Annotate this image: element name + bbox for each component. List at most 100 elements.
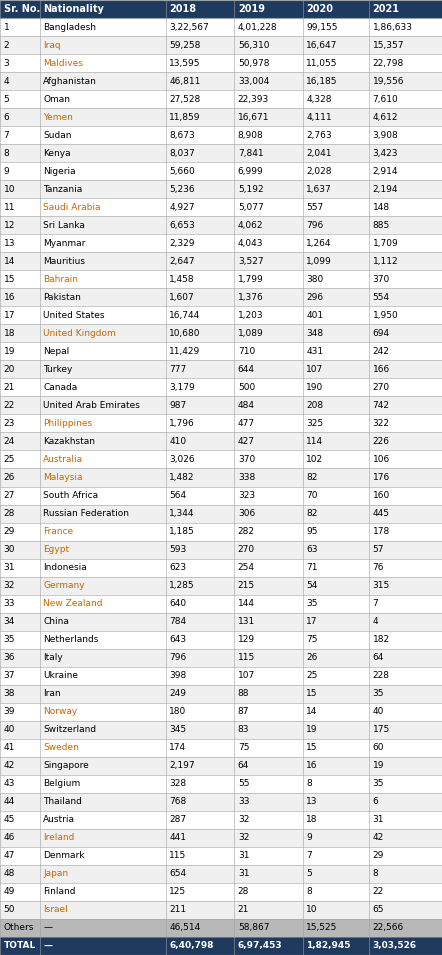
Text: 557: 557 <box>306 202 324 212</box>
Text: New Zealand: New Zealand <box>43 599 103 608</box>
Text: 338: 338 <box>238 473 255 482</box>
Text: 46,811: 46,811 <box>169 76 201 86</box>
Text: 13: 13 <box>4 239 15 247</box>
Text: 10,680: 10,680 <box>169 329 201 338</box>
Text: 36: 36 <box>4 653 15 662</box>
Text: 3: 3 <box>4 58 9 68</box>
Bar <box>0 504 442 522</box>
Text: 6,653: 6,653 <box>169 221 195 230</box>
Text: 2018: 2018 <box>169 4 196 14</box>
Text: 23: 23 <box>4 419 15 428</box>
Text: Denmark: Denmark <box>43 852 85 860</box>
Bar <box>0 613 442 630</box>
Text: Sri Lanka: Sri Lanka <box>43 221 85 230</box>
Text: 1,482: 1,482 <box>169 473 195 482</box>
Text: 215: 215 <box>238 581 255 590</box>
Text: 401: 401 <box>306 310 324 320</box>
Text: 114: 114 <box>306 437 324 446</box>
Text: 226: 226 <box>373 437 389 446</box>
Text: 166: 166 <box>373 365 390 374</box>
Text: 441: 441 <box>169 834 186 842</box>
Text: Iraq: Iraq <box>43 40 61 50</box>
Text: United Kingdom: United Kingdom <box>43 329 116 338</box>
Text: Others: Others <box>4 923 34 932</box>
Bar <box>0 108 442 126</box>
Bar <box>0 559 442 577</box>
Text: 1,796: 1,796 <box>169 419 195 428</box>
Text: 640: 640 <box>169 599 187 608</box>
Text: 15: 15 <box>306 690 318 698</box>
Bar <box>0 180 442 199</box>
Text: United States: United States <box>43 310 105 320</box>
Text: 1,86,633: 1,86,633 <box>373 23 412 32</box>
Text: 270: 270 <box>238 545 255 554</box>
Bar <box>0 72 442 90</box>
Text: 228: 228 <box>373 671 389 680</box>
Text: —: — <box>43 923 52 932</box>
Text: 477: 477 <box>238 419 255 428</box>
Text: 3,026: 3,026 <box>169 455 195 464</box>
Bar <box>0 541 442 559</box>
Text: 306: 306 <box>238 509 255 518</box>
Bar <box>0 883 442 901</box>
Text: 30: 30 <box>4 545 15 554</box>
Text: Kenya: Kenya <box>43 149 71 158</box>
Text: 87: 87 <box>238 708 249 716</box>
Text: 987: 987 <box>169 401 187 410</box>
Text: Israel: Israel <box>43 905 68 915</box>
Text: 5,192: 5,192 <box>238 184 263 194</box>
Text: 2,197: 2,197 <box>169 761 195 771</box>
Text: 2,194: 2,194 <box>373 184 398 194</box>
Bar <box>0 90 442 108</box>
Text: 64: 64 <box>373 653 384 662</box>
Text: Nigeria: Nigeria <box>43 167 76 176</box>
Text: 410: 410 <box>169 437 187 446</box>
Bar <box>0 451 442 469</box>
Text: 6,999: 6,999 <box>238 167 263 176</box>
Text: 777: 777 <box>169 365 187 374</box>
Text: 4,043: 4,043 <box>238 239 263 247</box>
Text: 9: 9 <box>4 167 9 176</box>
Text: 6: 6 <box>373 797 378 806</box>
Text: 5,236: 5,236 <box>169 184 195 194</box>
Text: 4,062: 4,062 <box>238 221 263 230</box>
Text: Netherlands: Netherlands <box>43 635 99 645</box>
Text: 564: 564 <box>169 491 187 500</box>
Bar <box>0 829 442 847</box>
Text: 4,328: 4,328 <box>306 95 332 103</box>
Bar <box>0 630 442 648</box>
Text: 1,709: 1,709 <box>373 239 398 247</box>
Text: 32: 32 <box>238 816 249 824</box>
Text: 11,055: 11,055 <box>306 58 338 68</box>
Text: 15: 15 <box>4 275 15 284</box>
Text: 15,357: 15,357 <box>373 40 404 50</box>
Text: 17: 17 <box>4 310 15 320</box>
Text: 593: 593 <box>169 545 187 554</box>
Text: 5: 5 <box>4 95 9 103</box>
Text: 322: 322 <box>373 419 389 428</box>
Text: 242: 242 <box>373 347 389 356</box>
Bar <box>0 54 442 72</box>
Text: Japan: Japan <box>43 869 69 879</box>
Text: 15: 15 <box>306 743 318 753</box>
Text: 16,185: 16,185 <box>306 76 338 86</box>
Text: 784: 784 <box>169 617 187 626</box>
Text: Austria: Austria <box>43 816 75 824</box>
Text: 106: 106 <box>373 455 390 464</box>
Text: 12: 12 <box>4 221 15 230</box>
Text: Singapore: Singapore <box>43 761 89 771</box>
Text: TOTAL: TOTAL <box>4 942 36 950</box>
Text: 6,97,453: 6,97,453 <box>238 942 282 950</box>
Bar <box>0 360 442 378</box>
Text: 17: 17 <box>306 617 318 626</box>
Text: Nepal: Nepal <box>43 347 69 356</box>
Text: Turkey: Turkey <box>43 365 72 374</box>
Text: 180: 180 <box>169 708 187 716</box>
Text: 1,112: 1,112 <box>373 257 398 265</box>
Text: 18: 18 <box>4 329 15 338</box>
Bar <box>0 756 442 775</box>
Text: 4,927: 4,927 <box>169 202 195 212</box>
Text: 554: 554 <box>373 293 390 302</box>
Bar <box>0 577 442 595</box>
Text: 22,566: 22,566 <box>373 923 404 932</box>
